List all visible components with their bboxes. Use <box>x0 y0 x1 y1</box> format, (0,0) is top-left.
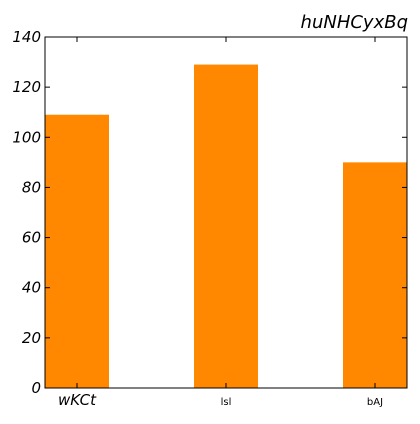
ytick-label: 100 <box>12 128 41 146</box>
ytick-label: 60 <box>22 229 41 247</box>
bar-lsl <box>194 64 258 388</box>
labels-layer: wKCt lsl bAJ 0 20 40 60 80 100 120 140 <box>12 28 383 409</box>
ytick-label: 140 <box>12 28 41 46</box>
bar-wKCt <box>45 114 109 388</box>
ytick-label: 120 <box>12 78 41 96</box>
chart-title: huNHCyxBq <box>301 12 408 33</box>
xtick-label: wKCt <box>58 391 97 409</box>
bars-layer <box>45 64 407 388</box>
ytick-label: 40 <box>22 279 41 297</box>
xtick-label: lsl <box>221 397 232 408</box>
ytick-label: 0 <box>31 379 41 397</box>
xtick-label: bAJ <box>367 397 383 408</box>
ytick-label: 20 <box>22 329 41 347</box>
bar-bAJ <box>343 162 407 388</box>
ytick-label: 80 <box>22 178 41 196</box>
plot-frame <box>44 36 408 389</box>
